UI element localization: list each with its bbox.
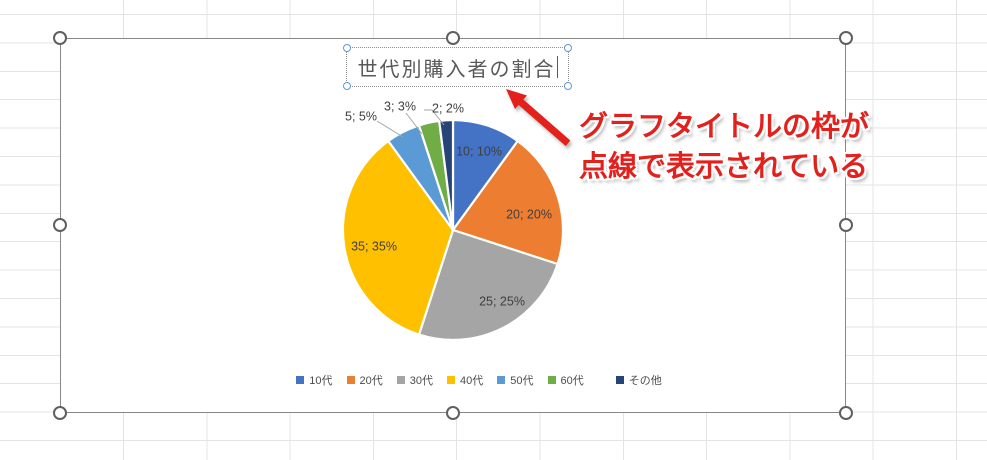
pie-slice-その他[interactable]	[438, 118, 455, 232]
legend-item-60代[interactable]: 60代	[547, 372, 584, 388]
legend-label: 30代	[409, 375, 433, 387]
callout-text-line2: 点線で表示されている	[579, 151, 869, 183]
legend-item-40代[interactable]: 40代	[447, 372, 483, 388]
chart-resize-handle-middle-left[interactable]	[53, 218, 67, 232]
title-handle-bottom-left[interactable]	[343, 82, 351, 90]
legend-item-30代[interactable]: 30代	[396, 372, 433, 388]
legend-label: 20代	[359, 375, 383, 387]
legend-label: その他	[628, 375, 662, 387]
legend-swatch-icon	[497, 376, 506, 384]
pie-chart: 10; 10% 20; 20% 25; 25% 35; 35% 5; 5% 3; 3% 2;…	[341, 99, 565, 342]
leader-line-その他	[424, 109, 445, 126]
data-label-30代: 25; 25%	[479, 294, 525, 308]
data-label-10代: 10; 10%	[456, 144, 502, 158]
legend-label: 60代	[560, 375, 584, 387]
pie-slice-40代[interactable]	[341, 139, 455, 336]
chart-resize-handle-top-middle[interactable]	[446, 31, 460, 45]
chart-title-text[interactable]: 世代別購入者の割合	[357, 58, 556, 81]
chart-resize-handle-bottom-right[interactable]	[839, 406, 853, 420]
legend-item-50代[interactable]: 50代	[497, 372, 534, 388]
callout-text: グラフタイトルの枠が 点線で表示されている	[579, 107, 869, 187]
legend-swatch-icon	[447, 376, 455, 384]
callout-text-line1: グラフタイトルの枠が	[579, 111, 870, 143]
legend-swatch-icon	[396, 376, 405, 384]
legend-swatch-icon	[296, 376, 305, 384]
pie-slice-20代[interactable]	[451, 139, 565, 266]
data-label-40代: 35; 35%	[351, 239, 397, 253]
chart-resize-handle-bottom-left[interactable]	[53, 406, 67, 420]
chart-legend: 10代 20代 30代 40代 50代 60代 その他	[87, 371, 871, 389]
title-handle-bottom-right[interactable]	[564, 82, 572, 90]
data-label-60代: 3; 3%	[384, 99, 416, 113]
legend-label: 40代	[460, 375, 484, 387]
chart-resize-handle-middle-right[interactable]	[839, 218, 853, 232]
pie-slice-30代[interactable]	[417, 228, 559, 342]
chart-object[interactable]: 10; 10% 20; 20% 25; 25% 35; 35% 5; 5% 3; 3% 2;…	[60, 38, 846, 413]
chart-resize-handle-top-right[interactable]	[839, 31, 853, 45]
legend-item-その他[interactable]: その他	[615, 372, 662, 388]
data-label-20代: 20; 20%	[506, 207, 552, 221]
legend-swatch-icon	[346, 376, 355, 384]
legend-swatch-icon	[615, 376, 624, 384]
title-handle-top-right[interactable]	[564, 44, 572, 52]
chart-resize-handle-top-left[interactable]	[53, 31, 67, 45]
legend-swatch-icon	[547, 376, 556, 384]
data-labels: 10; 10% 20; 20% 25; 25% 35; 35% 5; 5% 3; 3% 2;…	[345, 99, 552, 308]
data-label-50代: 5; 5%	[345, 109, 377, 123]
pie-slices	[341, 118, 565, 342]
text-cursor	[556, 56, 558, 78]
data-label-その他: 2; 2%	[432, 101, 464, 115]
legend-item-20代[interactable]: 20代	[346, 372, 383, 388]
leader-line-60代	[405, 112, 423, 135]
chart-title-box[interactable]: 世代別購入者の割合	[343, 44, 572, 90]
leader-line-50代	[376, 120, 404, 138]
chart-resize-handle-bottom-middle[interactable]	[446, 406, 460, 420]
leader-lines	[376, 109, 445, 138]
legend-label: 50代	[510, 375, 534, 387]
legend-item-10代[interactable]: 10代	[296, 372, 333, 388]
title-handle-top-left[interactable]	[343, 44, 351, 52]
legend-label: 10代	[309, 375, 333, 387]
